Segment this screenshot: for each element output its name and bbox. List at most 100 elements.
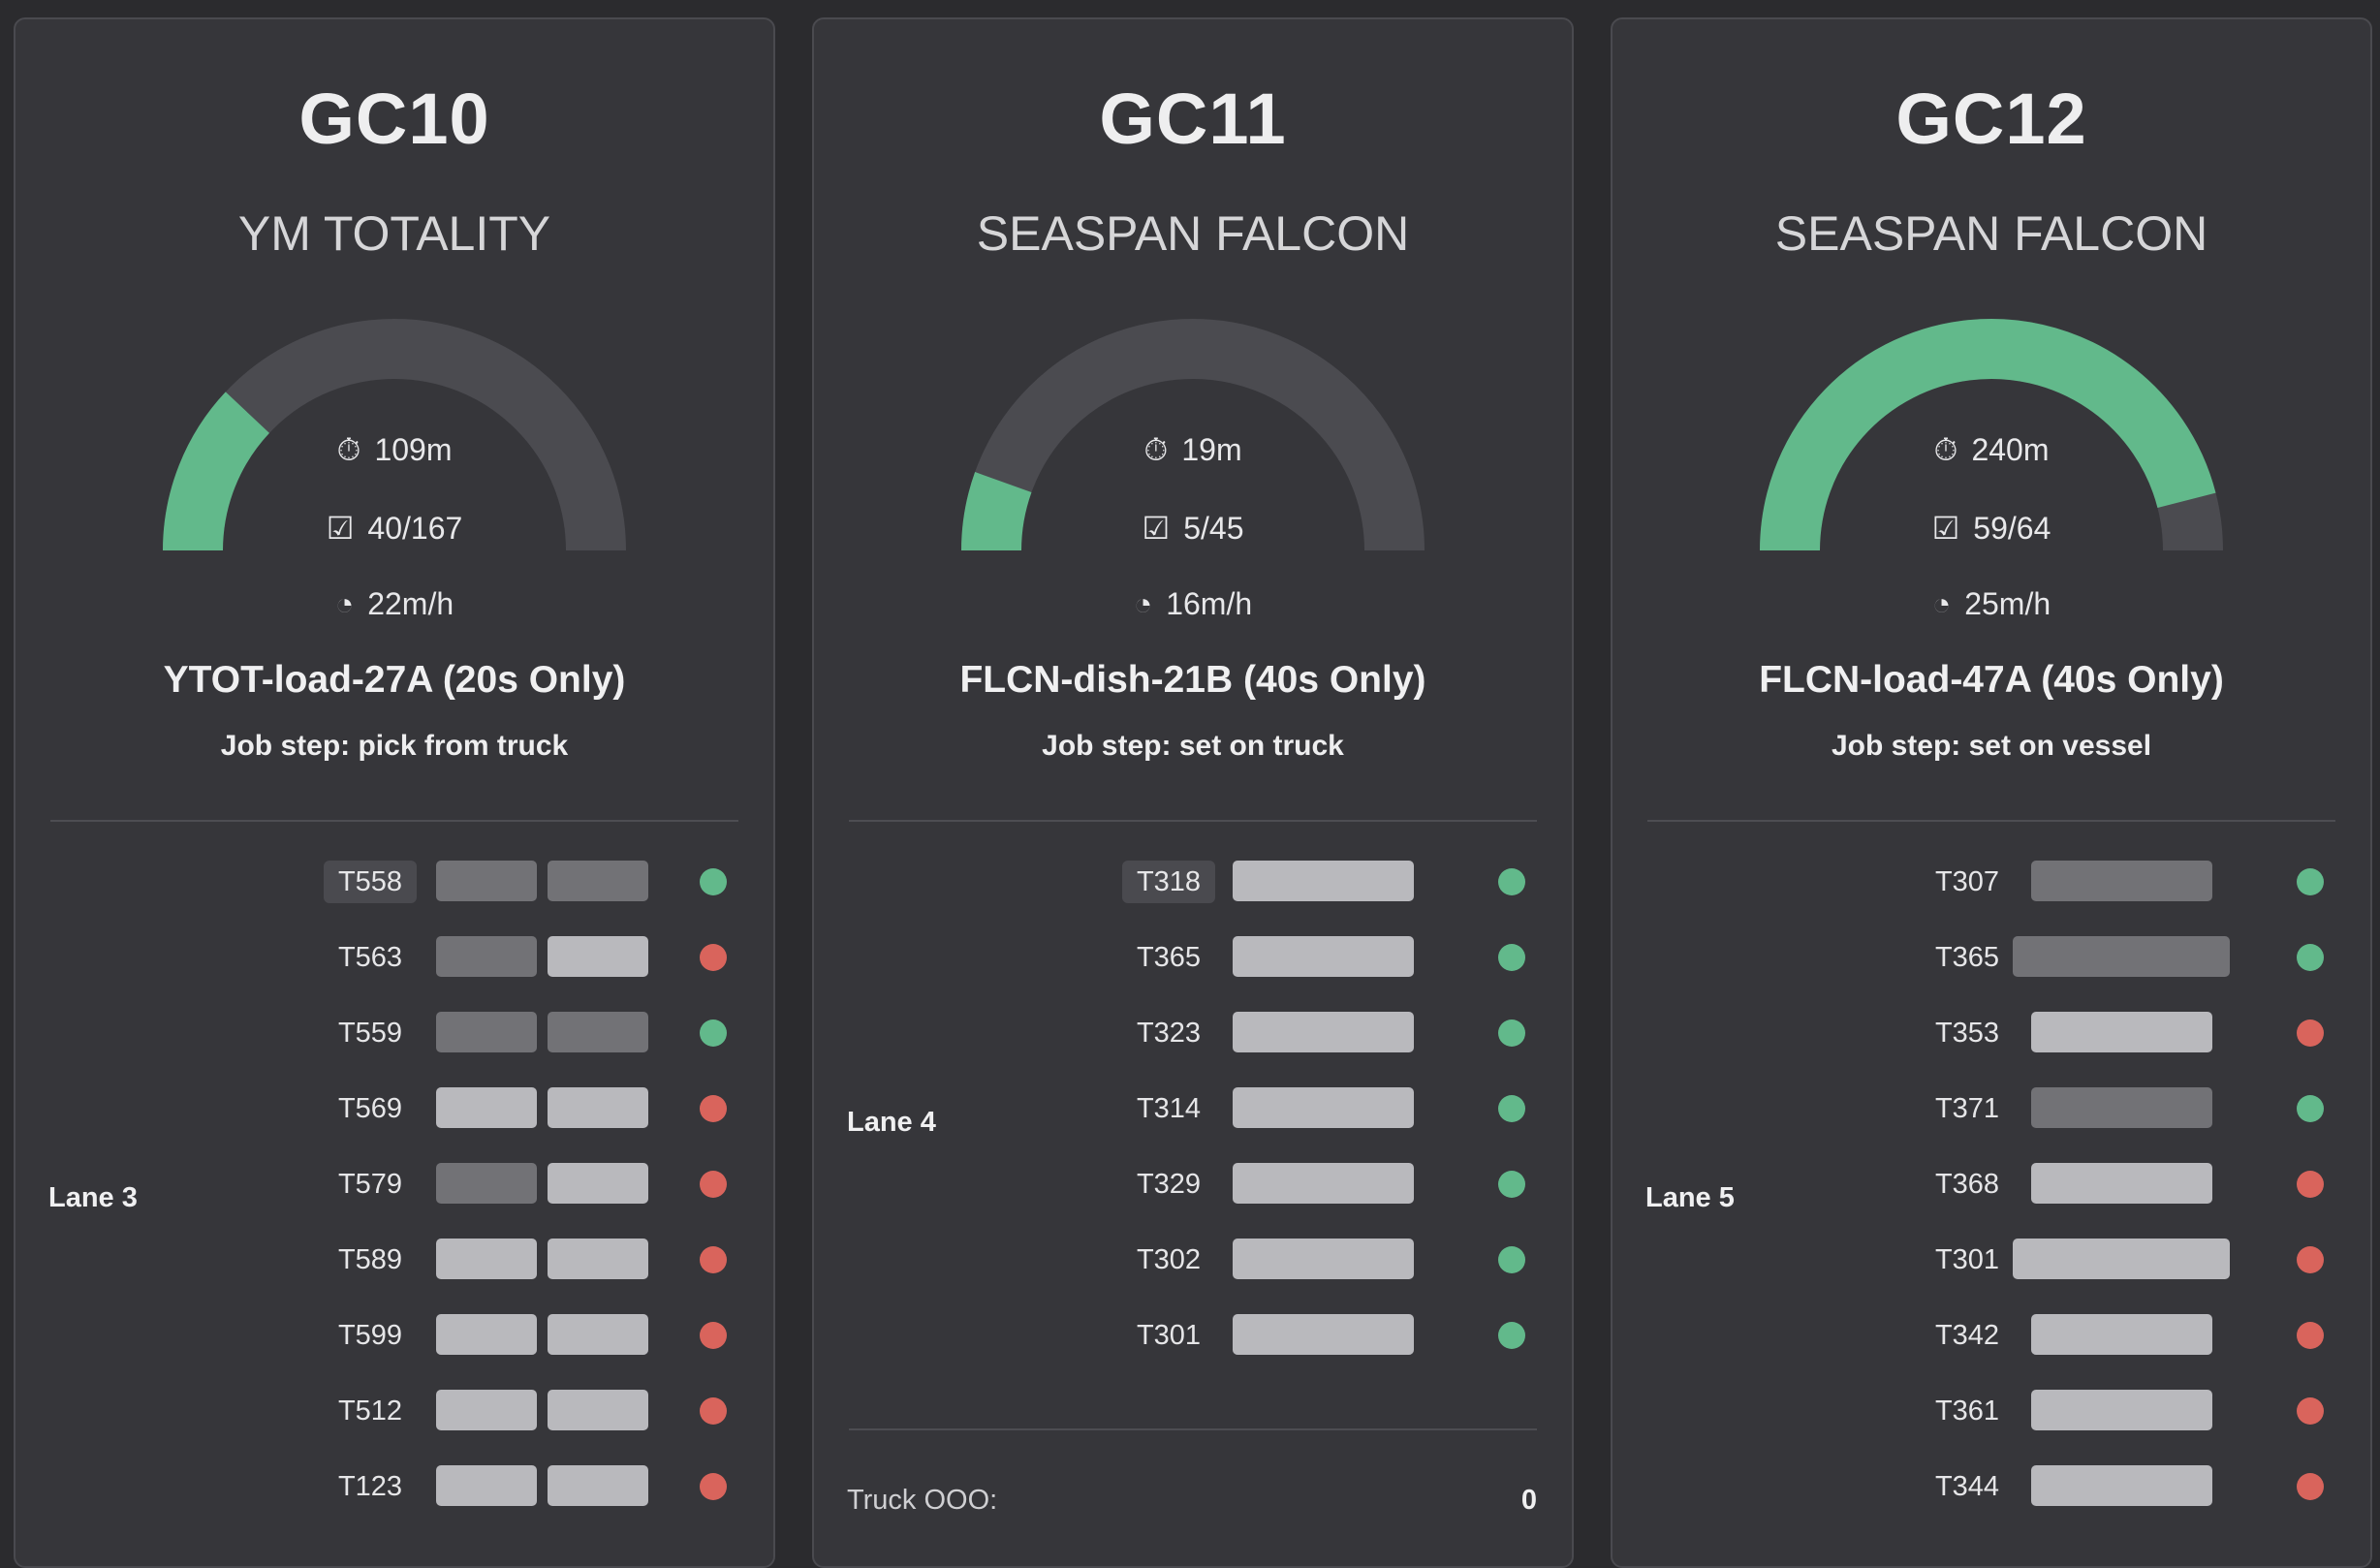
status-dot — [1498, 1322, 1525, 1349]
truck-id[interactable]: T569 — [337, 1093, 403, 1124]
truck-row[interactable]: T365 — [1613, 936, 2370, 979]
stat-rate: ◔ 16m/h — [1133, 586, 1253, 621]
truck-ooo-label: Truck OOO: — [847, 1485, 998, 1516]
truck-row[interactable]: T342 — [1613, 1314, 2370, 1357]
truck-row[interactable]: T123 — [16, 1465, 773, 1508]
container-slot — [548, 1390, 648, 1430]
truck-row[interactable]: T558 — [16, 861, 773, 903]
truck-row[interactable]: T589 — [16, 1239, 773, 1281]
truck-row[interactable]: T344 — [1613, 1465, 2370, 1508]
job-step: Job step: set on vessel — [1831, 730, 2152, 762]
container-slot — [1233, 1087, 1414, 1128]
status-dot — [700, 1246, 727, 1273]
checkbox-icon: ☑ — [1931, 511, 1960, 546]
truck-row[interactable]: T302 — [814, 1239, 1572, 1281]
truck-id[interactable]: T512 — [337, 1396, 403, 1427]
status-dot — [700, 1095, 727, 1122]
container-slot — [548, 1239, 648, 1279]
truck-id[interactable]: T329 — [1136, 1169, 1202, 1200]
status-dot — [1498, 1171, 1525, 1198]
job-title: YTOT-load-27A (20s Only) — [163, 659, 626, 701]
truck-id[interactable]: T365 — [1136, 942, 1202, 973]
truck-row[interactable]: T361 — [1613, 1390, 2370, 1432]
status-dot — [1498, 944, 1525, 971]
truck-id[interactable]: T342 — [1934, 1320, 2000, 1351]
truck-row[interactable]: T301 — [814, 1314, 1572, 1357]
truck-row[interactable]: T512 — [16, 1390, 773, 1432]
truck-id[interactable]: T344 — [1934, 1471, 2000, 1502]
progress-gauge — [163, 319, 626, 551]
truck-id[interactable]: T371 — [1934, 1093, 2000, 1124]
truck-id[interactable]: T301 — [1136, 1320, 1202, 1351]
truck-row[interactable]: T329 — [814, 1163, 1572, 1206]
truck-row[interactable]: T559 — [16, 1012, 773, 1054]
truck-row[interactable]: T599 — [16, 1314, 773, 1357]
crane-id: GC10 — [298, 78, 490, 159]
truck-id[interactable]: T589 — [337, 1244, 403, 1275]
container-slot — [2031, 1087, 2212, 1128]
truck-row[interactable]: T365 — [814, 936, 1572, 979]
container-slot — [436, 1465, 537, 1506]
truck-id[interactable]: T558 — [324, 861, 417, 903]
container-slot — [436, 1012, 537, 1052]
truck-row[interactable]: T563 — [16, 936, 773, 979]
stat-time: ⏱ 109m — [336, 432, 453, 467]
truck-id[interactable]: T123 — [337, 1471, 403, 1502]
gauge-fill — [163, 392, 270, 551]
truck-row[interactable]: T353 — [1613, 1012, 2370, 1054]
checkbox-icon: ☑ — [1142, 511, 1171, 546]
truck-id[interactable]: T318 — [1122, 861, 1215, 903]
truck-row[interactable]: T318 — [814, 861, 1572, 903]
truck-id[interactable]: T314 — [1136, 1093, 1202, 1124]
lane-label: Lane 4 — [847, 1107, 936, 1138]
status-dot — [1498, 868, 1525, 895]
lane-label: Lane 3 — [48, 1182, 138, 1213]
status-dot — [700, 868, 727, 895]
truck-id[interactable]: T361 — [1934, 1396, 2000, 1427]
truck-row[interactable]: T368 — [1613, 1163, 2370, 1206]
truck-id[interactable]: T323 — [1136, 1018, 1202, 1049]
truck-id[interactable]: T365 — [1934, 942, 2000, 973]
truck-row[interactable]: T569 — [16, 1087, 773, 1130]
divider — [849, 1428, 1537, 1430]
container-slot — [548, 1012, 648, 1052]
crane-panel-gc11: GC11 SEASPAN FALCON ⏱ 19m ☑ 5/45 ◔ 16m/h FL… — [812, 17, 1574, 1568]
lane-label: Lane 5 — [1645, 1182, 1735, 1213]
truck-id[interactable]: T301 — [1934, 1244, 2000, 1275]
truck-id[interactable]: T353 — [1934, 1018, 2000, 1049]
status-dot — [700, 1019, 727, 1047]
truck-id[interactable]: T563 — [337, 942, 403, 973]
status-dot — [700, 1397, 727, 1425]
truck-id[interactable]: T302 — [1136, 1244, 1202, 1275]
truck-id[interactable]: T599 — [337, 1320, 403, 1351]
status-dot — [2297, 868, 2324, 895]
container-slot — [436, 1390, 537, 1430]
container-slot — [2031, 1314, 2212, 1355]
truck-row[interactable]: T307 — [1613, 861, 2370, 903]
truck-id[interactable]: T579 — [337, 1169, 403, 1200]
container-slot — [2031, 1163, 2212, 1204]
speedometer-icon: ◔ — [334, 586, 355, 621]
truck-row[interactable]: T314 — [814, 1087, 1572, 1130]
truck-row[interactable]: T371 — [1613, 1087, 2370, 1130]
container-slot — [548, 1087, 648, 1128]
truck-row[interactable]: T579 — [16, 1163, 773, 1206]
truck-row[interactable]: T323 — [814, 1012, 1572, 1054]
container-slot — [548, 936, 648, 977]
container-slot — [1233, 936, 1414, 977]
container-slot — [548, 1465, 648, 1506]
status-dot — [2297, 1095, 2324, 1122]
job-title: FLCN-load-47A (40s Only) — [1759, 659, 2224, 701]
truck-id[interactable]: T368 — [1934, 1169, 2000, 1200]
job-title: FLCN-dish-21B (40s Only) — [959, 659, 1426, 701]
truck-id[interactable]: T307 — [1934, 866, 2000, 897]
container-slot — [436, 1314, 537, 1355]
status-dot — [700, 1473, 727, 1500]
container-slot — [2013, 1239, 2230, 1279]
stopwatch-icon: ⏱ — [1933, 432, 1958, 467]
stat-rate: ◔ 22m/h — [334, 586, 454, 621]
container-slot — [2031, 1012, 2212, 1052]
truck-id[interactable]: T559 — [337, 1018, 403, 1049]
crane-panel-gc12: GC12 SEASPAN FALCON ⏱ 240m ☑ 59/64 ◔ 25m/h … — [1611, 17, 2372, 1568]
truck-row[interactable]: T301 — [1613, 1239, 2370, 1281]
